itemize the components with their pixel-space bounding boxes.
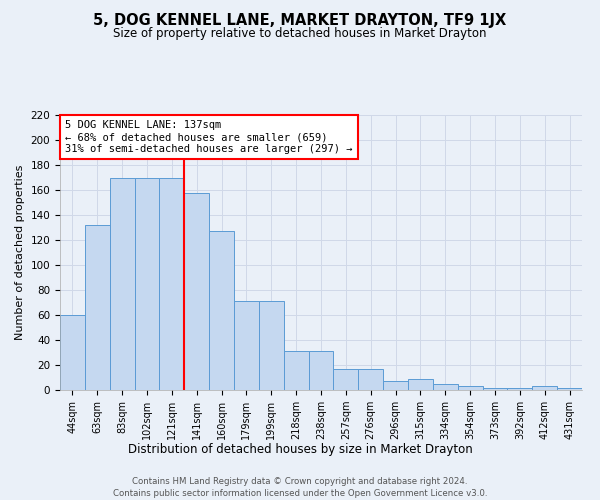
Bar	[308, 351, 334, 390]
Bar	[85, 225, 110, 390]
Bar	[184, 192, 209, 390]
Bar	[508, 388, 532, 390]
Bar	[60, 315, 85, 390]
Bar	[209, 231, 234, 390]
Text: 5, DOG KENNEL LANE, MARKET DRAYTON, TF9 1JX: 5, DOG KENNEL LANE, MARKET DRAYTON, TF9 …	[94, 12, 506, 28]
Bar	[110, 178, 134, 390]
Bar	[557, 388, 582, 390]
Bar	[134, 178, 160, 390]
Bar	[334, 369, 358, 390]
Bar	[358, 369, 383, 390]
Text: Contains public sector information licensed under the Open Government Licence v3: Contains public sector information licen…	[113, 489, 487, 498]
Text: Size of property relative to detached houses in Market Drayton: Size of property relative to detached ho…	[113, 28, 487, 40]
Bar	[259, 301, 284, 390]
Bar	[160, 178, 184, 390]
Y-axis label: Number of detached properties: Number of detached properties	[15, 165, 25, 340]
Bar	[482, 388, 508, 390]
Text: Contains HM Land Registry data © Crown copyright and database right 2024.: Contains HM Land Registry data © Crown c…	[132, 478, 468, 486]
Text: 5 DOG KENNEL LANE: 137sqm
← 68% of detached houses are smaller (659)
31% of semi: 5 DOG KENNEL LANE: 137sqm ← 68% of detac…	[65, 120, 353, 154]
Bar	[383, 381, 408, 390]
Bar	[433, 384, 458, 390]
Bar	[284, 351, 308, 390]
Bar	[458, 386, 482, 390]
Bar	[532, 386, 557, 390]
Text: Distribution of detached houses by size in Market Drayton: Distribution of detached houses by size …	[128, 442, 472, 456]
Bar	[408, 379, 433, 390]
Bar	[234, 301, 259, 390]
